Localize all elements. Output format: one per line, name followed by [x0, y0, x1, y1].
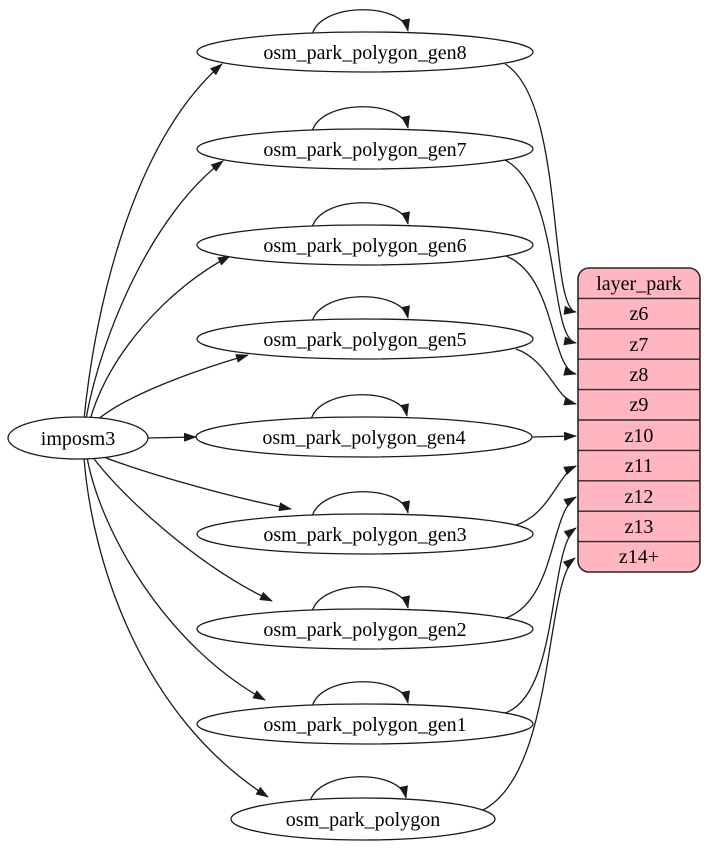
- node-ellipse: [196, 128, 534, 170]
- edge-gen5-self-loop: [311, 296, 410, 323]
- node-label: osm_park_polygon_gen4: [262, 427, 465, 449]
- edge-imposm3-gen4: [147, 432, 197, 442]
- node-ellipse: [196, 224, 534, 266]
- edge-imposm3-gen6: [89, 255, 231, 421]
- edge-gen6-z8: [505, 255, 577, 376]
- edge-gen4-self-loop: [310, 394, 409, 421]
- edge-gen1-z13: [504, 527, 577, 714]
- node-osm_park_polygon: osm_park_polygon: [230, 797, 496, 841]
- node-label: osm_park_polygon_gen7: [263, 139, 466, 161]
- edge-polygon-self-loop: [309, 776, 408, 803]
- table-row-label-z14plus: z14+: [619, 546, 659, 568]
- edge-polygon-z14plus: [482, 557, 576, 811]
- edges-imposm3-fanout: [83, 63, 292, 798]
- node-label: osm_park_polygon_gen8: [263, 42, 466, 64]
- edge-imposm3-gen3: [95, 453, 292, 512]
- node-osm_park_polygon_gen1: osm_park_polygon_gen1: [196, 703, 534, 745]
- node-imposm3: imposm3: [7, 416, 149, 460]
- edge-gen1-self-loop: [311, 681, 410, 708]
- node-label: osm_park_polygon_gen1: [263, 714, 466, 736]
- node-osm_park_polygon_gen6: osm_park_polygon_gen6: [196, 224, 534, 266]
- node-ellipse: [196, 608, 534, 650]
- node-label: osm_park_polygon_gen3: [263, 524, 466, 546]
- edge-imposm3-polygon: [83, 457, 269, 798]
- node-ellipse: [196, 318, 534, 360]
- node-osm_park_polygon_gen3: osm_park_polygon_gen3: [196, 513, 534, 555]
- node-ellipse: [195, 416, 533, 458]
- edge-gen7-self-loop: [311, 106, 410, 133]
- table-row-label-z9: z9: [630, 394, 649, 416]
- edge-imposm3-gen8: [83, 63, 223, 420]
- node-ellipse: [196, 513, 534, 555]
- node-osm_park_polygon_gen8: osm_park_polygon_gen8: [196, 31, 534, 73]
- table-row-label-z11: z11: [625, 455, 653, 477]
- table-row-label-z12: z12: [625, 486, 654, 508]
- node-label: imposm3: [41, 428, 115, 450]
- edge-imposm3-gen5: [95, 354, 249, 422]
- table-row-label-z8: z8: [630, 364, 649, 386]
- table-header-label: layer_park: [596, 273, 682, 295]
- node-osm_park_polygon_gen5: osm_park_polygon_gen5: [196, 318, 534, 360]
- edge-gen3-self-loop: [311, 491, 410, 518]
- edges-self-loops: [309, 9, 410, 803]
- table-layer-park: layer_park z6 z7 z8 z9 z10 z11 z12 z13 z…: [577, 267, 701, 573]
- table-row-label-z6: z6: [630, 303, 649, 325]
- node-label: osm_park_polygon_gen6: [263, 235, 466, 257]
- table-row-label-z10: z10: [625, 425, 654, 447]
- table-row-label-z7: z7: [630, 334, 649, 356]
- node-ellipse: [7, 416, 149, 460]
- edge-imposm3-gen1: [86, 456, 266, 701]
- node-osm_park_polygon_gen7: osm_park_polygon_gen7: [196, 128, 534, 170]
- node-label: osm_park_polygon_gen5: [263, 329, 466, 351]
- node-ellipse: [230, 797, 496, 841]
- node-ellipse: [196, 703, 534, 745]
- edge-gen6-self-loop: [311, 202, 410, 229]
- node-label: osm_park_polygon_gen2: [263, 619, 466, 641]
- edge-gen7-z7: [504, 159, 577, 346]
- node-label: osm_park_polygon: [286, 809, 440, 831]
- edge-gen2-z12: [505, 496, 577, 619]
- edge-imposm3-gen7: [85, 160, 224, 420]
- edge-gen5-z9: [515, 348, 577, 406]
- table-row-label-z13: z13: [625, 516, 654, 538]
- edge-gen3-z11: [515, 465, 577, 526]
- edge-imposm3-gen2: [91, 455, 273, 602]
- node-osm_park_polygon_gen4: osm_park_polygon_gen4: [195, 416, 533, 458]
- edge-gen8-z6: [504, 63, 577, 315]
- edge-gen2-self-loop: [311, 586, 410, 613]
- edges-to-layer-park: [482, 63, 577, 811]
- edge-gen8-self-loop: [311, 9, 410, 36]
- edge-gen4-z10: [531, 431, 577, 441]
- node-ellipse: [196, 31, 534, 73]
- node-osm_park_polygon_gen2: osm_park_polygon_gen2: [196, 608, 534, 650]
